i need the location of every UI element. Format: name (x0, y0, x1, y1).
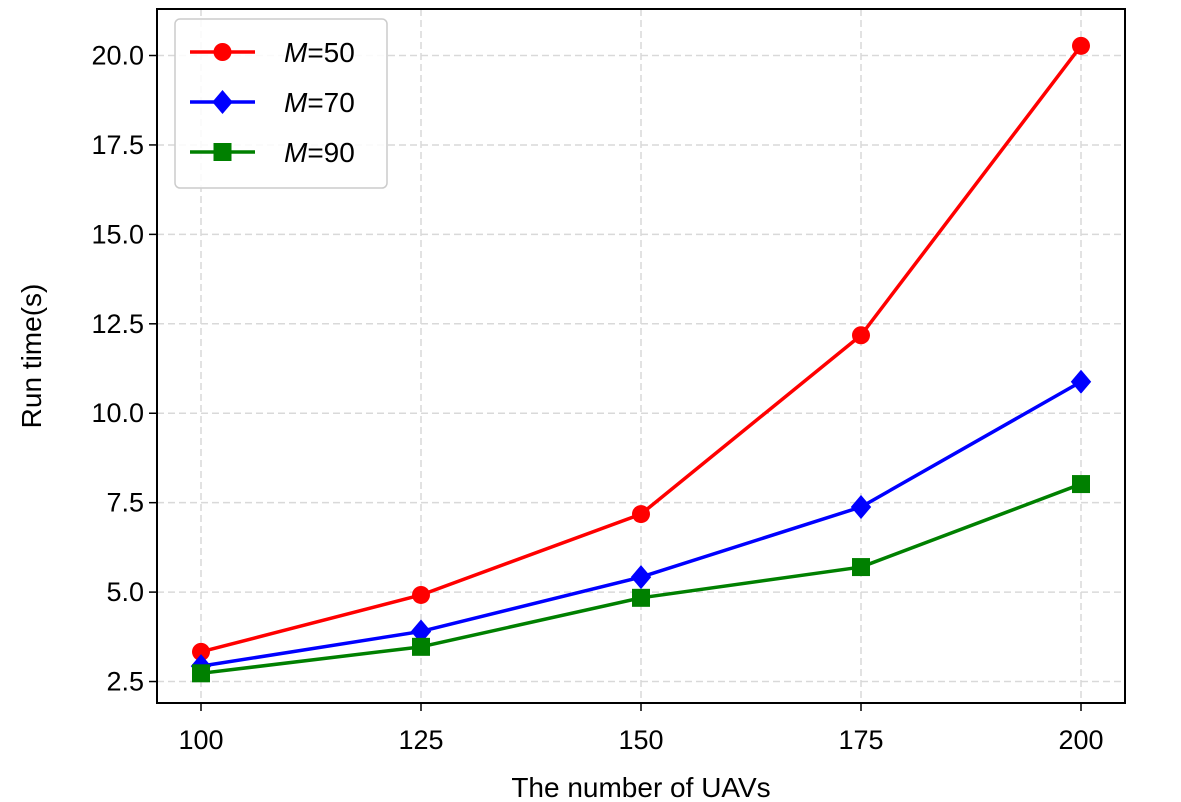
grid-lines (157, 9, 1125, 703)
legend-entry: M=50 (190, 37, 355, 68)
legend-label-value: =70 (307, 87, 355, 118)
data-point (1072, 36, 1090, 55)
legend-marker (213, 143, 232, 161)
data-point (410, 619, 432, 644)
data-point (632, 588, 650, 607)
legend-label: M=70 (284, 87, 355, 118)
y-tick-label: 17.5 (91, 130, 144, 160)
data-point (630, 565, 652, 590)
legend-marker (212, 90, 233, 114)
series-layer (190, 36, 1092, 683)
legend-label: M=50 (284, 37, 355, 68)
x-tick-label: 175 (838, 725, 883, 755)
x-axis-label: The number of UAVs (511, 772, 770, 802)
data-point (1072, 475, 1090, 494)
x-tick-label: 150 (618, 725, 663, 755)
data-point (192, 664, 210, 683)
data-point (412, 585, 430, 604)
y-tick-label: 12.5 (91, 309, 144, 339)
x-tick-label: 125 (398, 725, 443, 755)
data-point (192, 642, 210, 661)
data-point (412, 637, 430, 656)
legend-label-value: =50 (307, 37, 355, 68)
series-M=90 (192, 475, 1090, 683)
legend-entry: M=90 (190, 137, 355, 168)
data-point (632, 505, 650, 524)
series-M=50 (192, 36, 1090, 661)
data-point (852, 558, 870, 577)
legend-label: M=90 (284, 137, 355, 168)
y-tick-label: 7.5 (106, 488, 144, 518)
legend: M=50M=70M=90 (174, 18, 388, 189)
x-tick-label: 200 (1058, 725, 1103, 755)
data-point (1070, 369, 1092, 394)
legend-entry: M=70 (190, 87, 355, 118)
legend-label-var: M (284, 87, 308, 118)
y-axis-label: Run time(s) (16, 284, 47, 429)
y-tick-label: 20.0 (91, 41, 144, 71)
y-tick-label: 10.0 (91, 398, 144, 428)
legend-label-value: =90 (307, 137, 355, 168)
x-tick-label: 100 (178, 725, 223, 755)
y-tick-label: 2.5 (106, 667, 144, 697)
series-line (200, 380, 1082, 668)
y-tick-label: 5.0 (106, 577, 144, 607)
legend-label-var: M (284, 37, 308, 68)
axis-ticks: 100 125 150 175 200 2.5 5.0 7.5 10.0 12.5 15.0 17.5… (91, 41, 1103, 755)
data-point (850, 494, 872, 519)
y-tick-label: 15.0 (91, 219, 144, 249)
legend-marker (213, 43, 232, 61)
legend-label-var: M (284, 137, 308, 168)
series-M=70 (190, 369, 1092, 679)
data-point (852, 326, 870, 345)
